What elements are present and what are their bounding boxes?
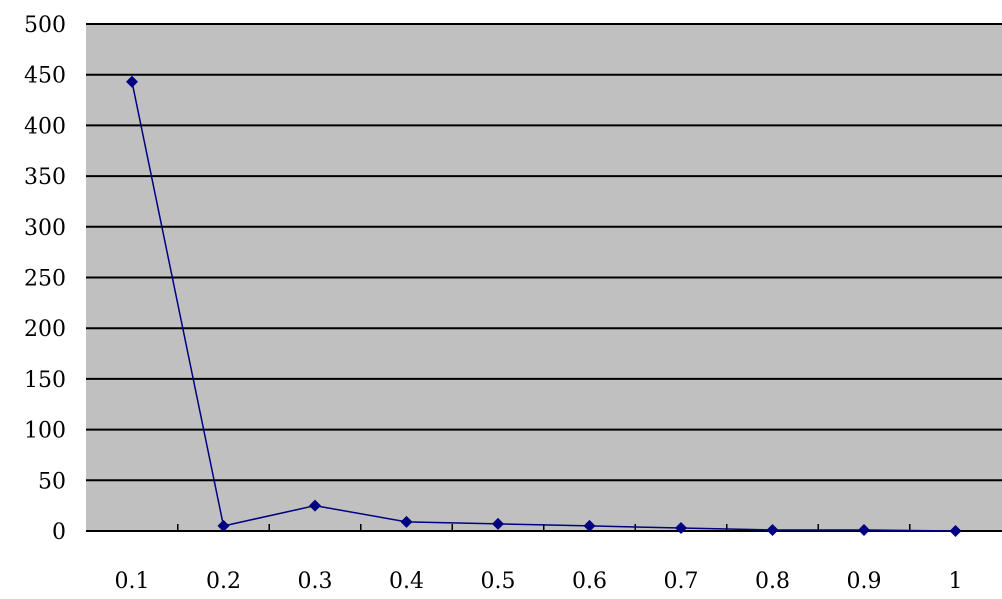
x-tick-label: 0.2	[206, 569, 241, 594]
series-line	[131, 81, 956, 532]
y-tick-label: 50	[38, 469, 66, 494]
data-point	[949, 525, 962, 537]
y-tick-label: 150	[24, 368, 66, 393]
y-tick-label: 450	[24, 64, 66, 89]
x-tick-label: 1	[949, 569, 963, 594]
x-tick-label: 0.5	[481, 569, 516, 594]
data-point	[126, 75, 138, 88]
y-tick-label: 250	[24, 267, 66, 292]
y-tick-label: 100	[24, 419, 66, 444]
x-tick-label: 0.3	[298, 569, 333, 594]
x-tick-labels: 0.1 0.2 0.3 0.4 0.5 0.6 0.7 0.8 0.9 1	[115, 569, 963, 594]
x-tick-label: 0.7	[664, 569, 699, 594]
series-markers	[126, 75, 962, 537]
y-tick-label: 350	[24, 165, 66, 190]
y-tick-labels: 0 50 100 150 200 250 300 350 400 450 500	[24, 13, 66, 545]
data-point	[309, 499, 321, 512]
y-tick-label: 500	[24, 13, 66, 38]
y-tick-label: 200	[24, 317, 66, 342]
y-tick-label: 0	[52, 520, 66, 545]
gridlines	[86, 23, 1002, 532]
x-tick-label: 0.8	[755, 569, 790, 594]
data-point	[766, 523, 779, 536]
data-point	[675, 521, 687, 534]
data-point	[858, 523, 870, 536]
x-tick-label: 0.6	[572, 569, 607, 594]
y-tick-label: 400	[24, 114, 66, 139]
data-point	[400, 515, 413, 528]
x-tick-label: 0.9	[847, 569, 882, 594]
y-tick-label: 300	[24, 216, 66, 241]
x-tick-label: 0.1	[115, 569, 150, 594]
x-tick-label: 0.4	[389, 569, 424, 594]
data-point	[217, 519, 230, 532]
data-point	[583, 519, 596, 532]
data-point	[492, 517, 504, 530]
